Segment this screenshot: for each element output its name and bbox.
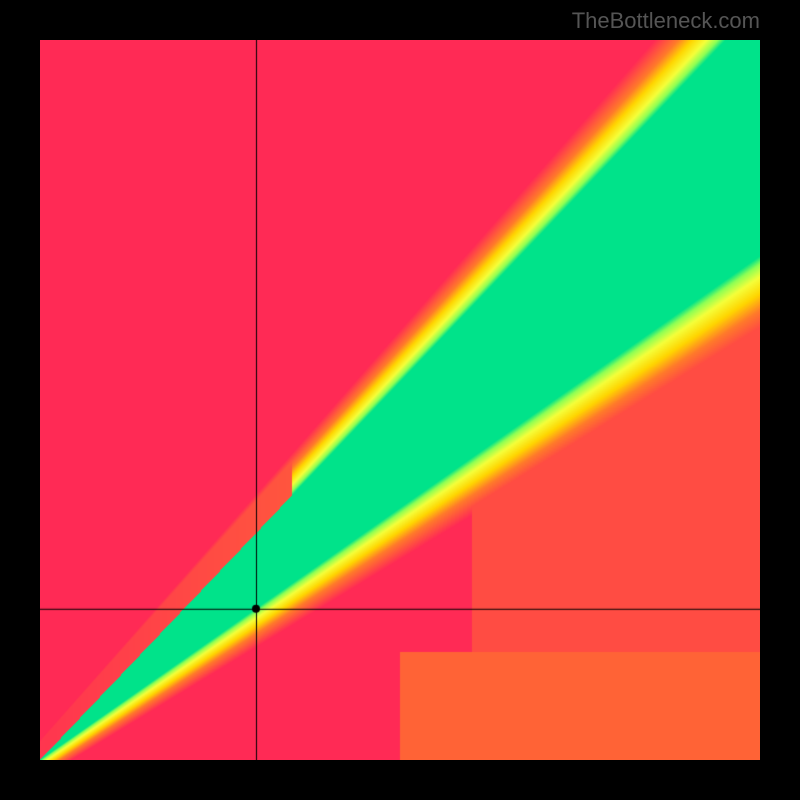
- bottleneck-heatmap: [40, 40, 760, 760]
- heatmap-canvas: [40, 40, 760, 760]
- watermark-label: TheBottleneck.com: [572, 8, 760, 34]
